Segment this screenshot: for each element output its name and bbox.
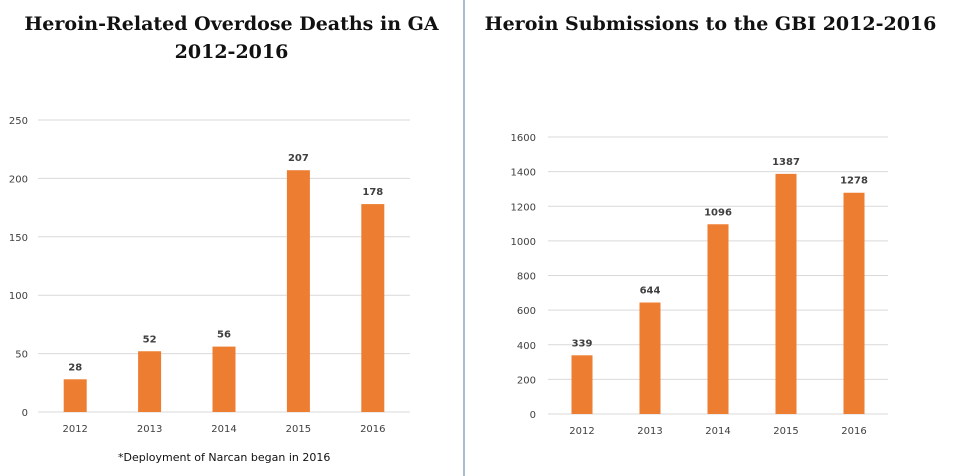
left-chart-y-tick-label: 150 — [9, 233, 28, 244]
right-chart-y-tick-label: 800 — [517, 272, 536, 283]
right-chart-data-label: 1278 — [840, 176, 868, 187]
left-chart-bar-2012 — [63, 379, 87, 412]
left-chart-bar-2014 — [212, 346, 236, 412]
left-chart-y-tick-label: 100 — [9, 291, 28, 302]
right-chart-y-tick-label: 1400 — [511, 168, 536, 179]
left-chart-data-label: 56 — [217, 330, 231, 341]
narcan-footnote: *Deployment of Narcan began in 2016 — [118, 451, 331, 464]
right-chart-bar-2016 — [843, 192, 865, 414]
right-chart-bar-2015 — [775, 173, 797, 414]
right-chart-data-label: 1387 — [772, 157, 800, 168]
right-chart-x-tick-label: 2016 — [841, 426, 866, 437]
left-chart-bar-2013 — [138, 351, 162, 412]
right-chart-y-tick-label: 600 — [517, 306, 536, 317]
right-chart-data-label: 1096 — [704, 207, 732, 218]
left-chart-x-tick-label: 2015 — [286, 424, 311, 435]
right-chart-data-label: 339 — [572, 338, 593, 349]
left-chart-data-label: 207 — [288, 153, 309, 164]
left-chart-x-tick-label: 2012 — [62, 424, 87, 435]
panel-divider — [463, 0, 465, 476]
right-chart-bar-2013 — [639, 302, 661, 414]
left-chart-y-tick-label: 50 — [15, 350, 28, 361]
right-chart-x-tick-label: 2012 — [569, 426, 594, 437]
left-chart-bar-2016 — [361, 204, 385, 412]
right-chart-bar-2014 — [707, 224, 729, 414]
left-chart-data-label: 52 — [143, 334, 157, 345]
left-chart-title-line-1: Heroin-Related Overdose Deaths in GA — [24, 13, 439, 35]
right-chart-x-tick-label: 2015 — [773, 426, 798, 437]
left-chart-data-label: 178 — [362, 187, 383, 198]
right-chart-y-tick-label: 1200 — [511, 202, 536, 213]
right-bar-chart: 0 200 400 600 800 1000 1200 1400 1600 339 2012 644 2… — [511, 133, 888, 437]
right-chart-y-tick-label: 1600 — [511, 133, 536, 144]
right-chart-x-tick-label: 2014 — [705, 426, 730, 437]
right-chart-panel: Heroin Submissions to the GBI 2012-2016 … — [465, 0, 956, 476]
right-chart-x-tick-label: 2013 — [637, 426, 662, 437]
right-chart-y-tick-label: 400 — [517, 341, 536, 352]
left-chart-x-tick-label: 2014 — [211, 424, 236, 435]
right-chart-title-line-1: Heroin Submissions to the GBI 2012-2016 — [484, 13, 937, 35]
left-chart-y-tick-label: 200 — [9, 174, 28, 185]
left-chart-x-tick-label: 2013 — [137, 424, 162, 435]
right-chart-data-label: 644 — [640, 286, 661, 297]
left-chart-bar-2015 — [286, 170, 310, 412]
left-chart-title: Heroin-Related Overdose Deaths in GA 201… — [0, 10, 463, 66]
left-chart-y-tick-label: 250 — [9, 116, 28, 127]
left-chart-panel: Heroin-Related Overdose Deaths in GA 201… — [0, 0, 463, 476]
left-chart-x-tick-label: 2016 — [360, 424, 385, 435]
left-bar-chart: 0 50 100 150 200 250 28 2012 52 2013 56 2014 207 2015… — [9, 116, 410, 435]
right-chart-y-tick-label: 200 — [517, 375, 536, 386]
right-chart-y-tick-label: 0 — [530, 410, 536, 421]
left-chart-y-tick-label: 0 — [22, 408, 28, 419]
right-chart-bar-2012 — [571, 355, 593, 414]
right-chart-title: Heroin Submissions to the GBI 2012-2016 — [465, 10, 956, 38]
left-chart-data-label: 28 — [68, 362, 82, 373]
left-chart-title-line-2: 2012-2016 — [174, 41, 289, 63]
right-chart-y-tick-label: 1000 — [511, 237, 536, 248]
